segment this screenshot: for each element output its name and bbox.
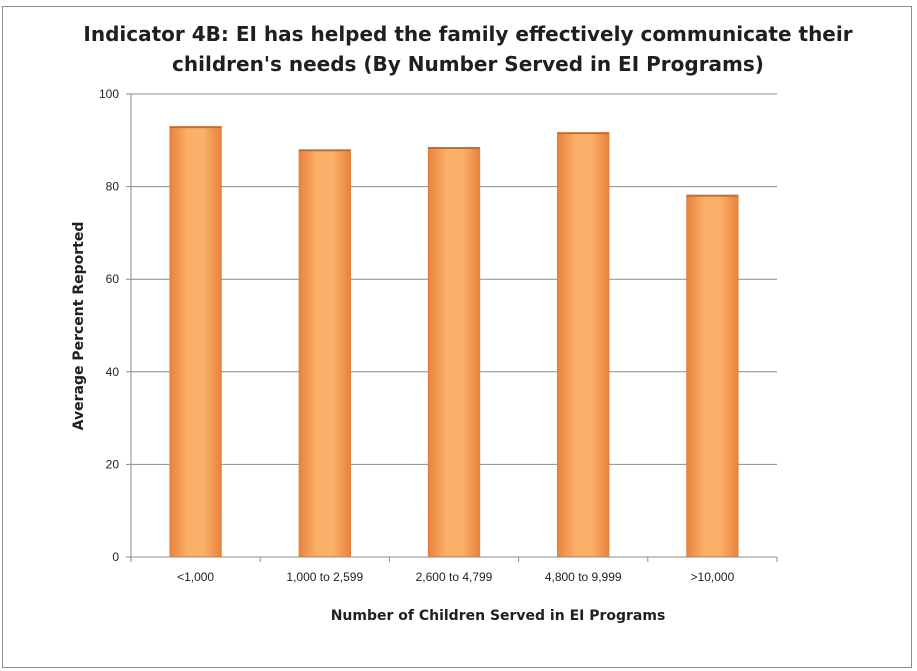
x-tick-label-3: 4,800 to 9,999: [545, 570, 622, 584]
chart-title-line-1: Indicator 4B: EI has helped the family e…: [83, 22, 852, 46]
bars: [169, 126, 739, 558]
x-tick-label-4: >10,000: [691, 570, 735, 584]
y-tick-label-3: 60: [106, 272, 120, 286]
bar-2: [427, 146, 481, 558]
y-tick-label-2: 40: [106, 365, 120, 379]
y-tick-label-0: 0: [112, 550, 119, 564]
bar-4: [686, 194, 739, 558]
chart-title-line-2: children's needs (By Number Served in EI…: [172, 52, 764, 76]
y-tick-label-1: 20: [106, 457, 120, 471]
y-tick-label-5: 100: [99, 87, 119, 101]
y-axis-title: Average Percent Reported: [71, 222, 87, 431]
y-tick-labels: 0 20 40 60 80 100: [99, 87, 119, 564]
axes: [130, 94, 778, 562]
bar-1: [298, 149, 351, 558]
bar-3: [557, 132, 610, 558]
x-axis-title: Number of Children Served in EI Programs: [331, 608, 666, 624]
x-tick-label-0: <1,000: [177, 570, 214, 584]
x-tick-labels: <1,000 1,000 to 2,599 2,600 to 4,799 4,800 …: [177, 570, 735, 584]
x-tick-label-2: 2,600 to 4,799: [416, 570, 493, 584]
x-tick-label-1: 1,000 to 2,599: [286, 570, 363, 584]
bar-0: [169, 126, 222, 558]
y-tick-label-4: 80: [106, 180, 120, 194]
